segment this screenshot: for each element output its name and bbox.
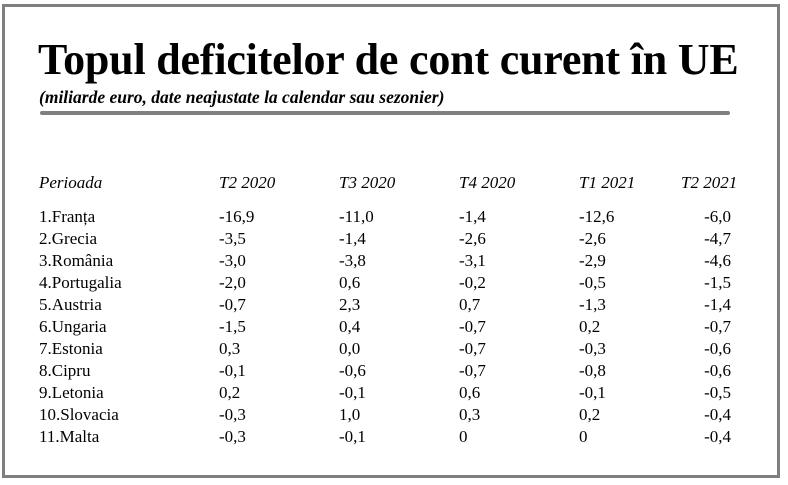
table-cell: 0: [459, 427, 468, 446]
table-cell: -0,1: [579, 383, 606, 402]
table-cell: -1,4: [704, 295, 731, 314]
row-country-label: 4.Portugalia: [39, 273, 122, 292]
title-divider: [40, 111, 730, 115]
table-cell: -6,0: [704, 207, 731, 226]
table-cell: -0,8: [579, 361, 606, 380]
table-cell: 0,6: [339, 273, 361, 292]
table-cell: -0,3: [219, 405, 246, 424]
table-cell: -2,9: [579, 251, 606, 270]
table-cell: -0,3: [579, 339, 606, 358]
table-cell: -0,5: [579, 273, 606, 292]
table-cell: -0,3: [219, 427, 246, 446]
table-cell: 0,3: [219, 339, 241, 358]
table-cell: -0,5: [704, 383, 731, 402]
table-cell: 1,0: [339, 405, 361, 424]
table-cell: -2,6: [579, 229, 606, 248]
table-cell: -2,0: [219, 273, 246, 292]
table-cell: -4,6: [704, 251, 731, 270]
page-title: Topul deficitelor de cont curent în UE: [38, 35, 739, 84]
table-cell: -0,4: [704, 427, 731, 446]
table-cell: 0: [579, 427, 588, 446]
table-cell: -0,7: [704, 317, 731, 336]
table-cell: 0,4: [339, 317, 361, 336]
page-subtitle: (miliarde euro, date neajustate la calen…: [39, 87, 445, 107]
row-country-label: 11.Malta: [39, 427, 100, 446]
table-cell: 0,0: [339, 339, 361, 358]
table-cell: -0,7: [219, 295, 246, 314]
table-cell: -1,5: [704, 273, 731, 292]
table-cell: -0,1: [219, 361, 246, 380]
table-cell: -0,7: [459, 361, 486, 380]
table-cell: -3,5: [219, 229, 246, 248]
table-cell: -1,5: [219, 317, 246, 336]
table-cell: -0,7: [459, 317, 486, 336]
table-cell: 0,7: [459, 295, 481, 314]
table-cell: -1,4: [459, 207, 486, 226]
column-header-4: T1 2021: [579, 173, 636, 192]
table-cell: 0,6: [459, 383, 481, 402]
row-country-label: 10.Slovacia: [39, 405, 119, 424]
table-cell: -16,9: [219, 207, 255, 226]
table-cell: -3,1: [459, 251, 486, 270]
table-cell: -1,4: [339, 229, 366, 248]
row-country-label: 6.Ungaria: [39, 317, 107, 336]
table-cell: -0,6: [704, 361, 731, 380]
table-cell: -0,2: [459, 273, 486, 292]
row-country-label: 7.Estonia: [39, 339, 103, 358]
column-header-2: T3 2020: [339, 173, 396, 192]
row-country-label: 9.Letonia: [39, 383, 104, 402]
table-cell: -3,8: [339, 251, 366, 270]
table-cell: 0,2: [219, 383, 241, 402]
row-country-label: 1.Franța: [39, 207, 96, 226]
row-country-label: 8.Cipru: [39, 361, 91, 380]
table-cell: -4,7: [704, 229, 731, 248]
row-country-label: 3.România: [39, 251, 114, 270]
column-header-3: T4 2020: [459, 173, 516, 192]
page-frame: [2, 4, 780, 478]
table-cell: -0,6: [339, 361, 366, 380]
table-cell: -1,3: [579, 295, 606, 314]
table-cell: -0,4: [704, 405, 731, 424]
table-cell: 2,3: [339, 295, 361, 314]
row-country-label: 5.Austria: [39, 295, 102, 314]
row-country-label: 2.Grecia: [39, 229, 98, 248]
table-cell: -2,6: [459, 229, 486, 248]
column-header-period: Perioada: [39, 173, 103, 192]
table-cell: -0,1: [339, 427, 366, 446]
table-cell: -3,0: [219, 251, 246, 270]
table-cell: 0,2: [579, 405, 601, 424]
table-cell: 0,2: [579, 317, 601, 336]
table-cell: -0,6: [704, 339, 731, 358]
table-cell: -0,1: [339, 383, 366, 402]
table-cell: 0,3: [459, 405, 481, 424]
column-header-1: T2 2020: [219, 173, 276, 192]
table-cell: -11,0: [339, 207, 374, 226]
table-cell: -12,6: [579, 207, 615, 226]
table-cell: -0,7: [459, 339, 486, 358]
column-header-5: T2 2021: [681, 173, 738, 192]
